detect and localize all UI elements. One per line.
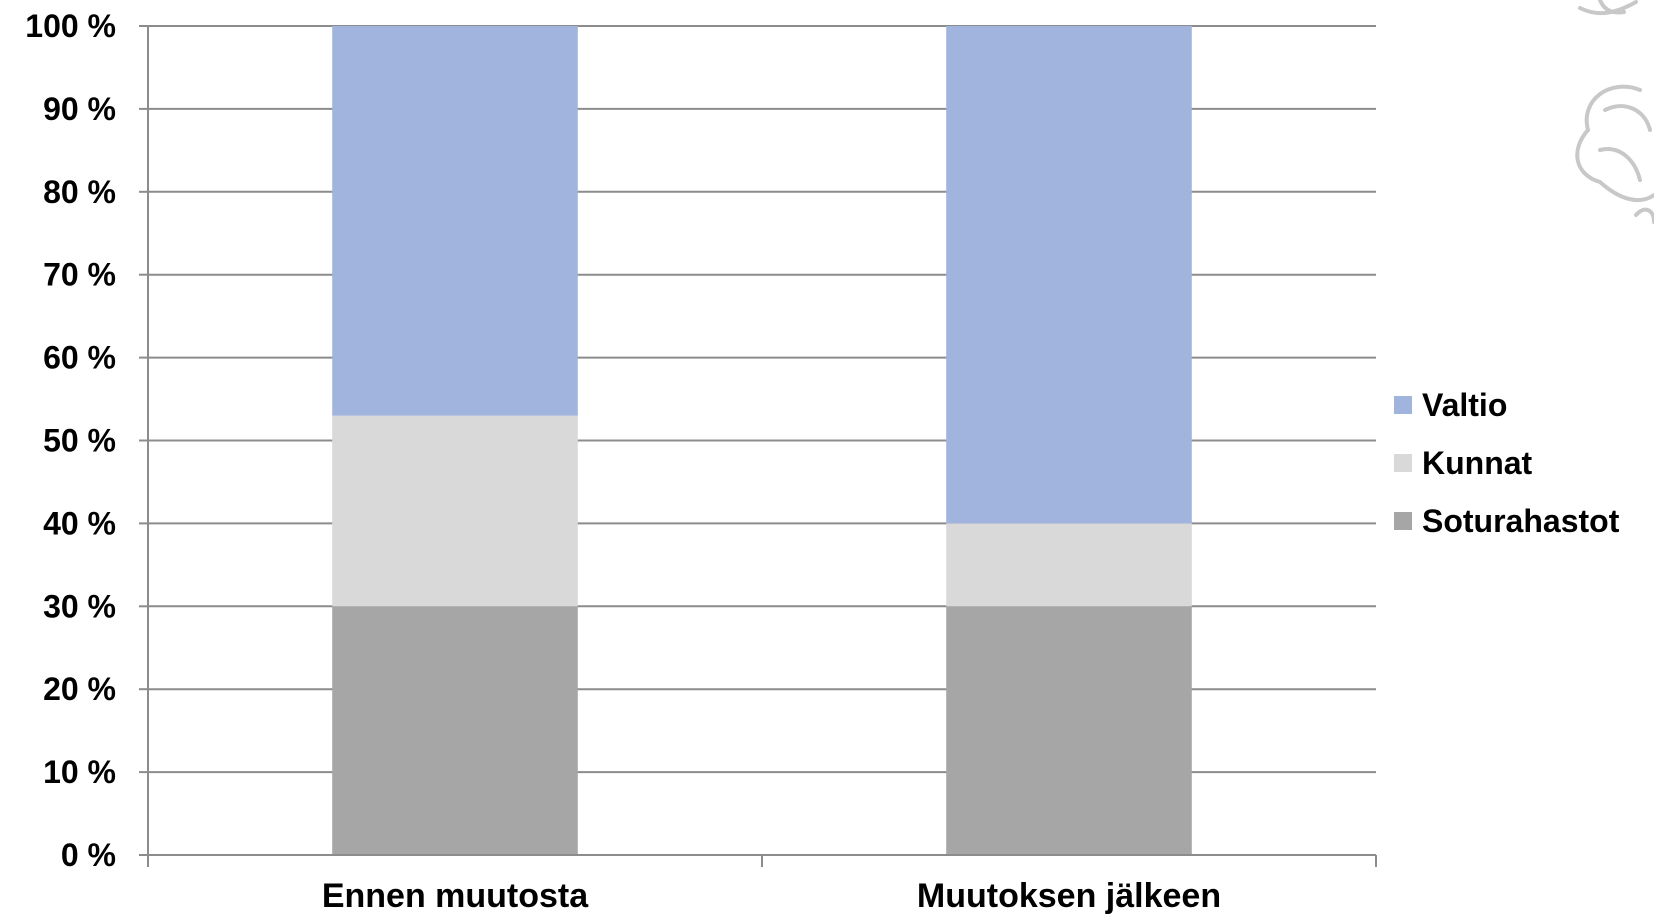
- y-tick-label: 100 %: [25, 8, 116, 44]
- y-tick-labels: 0 % 10 % 20 % 30 % 40 % 50 % 60 % 70 % 80 % 90 % 1…: [25, 8, 116, 873]
- y-tick-label: 60 %: [43, 340, 116, 376]
- legend: Valtio Kunnat Soturahastot: [1394, 387, 1620, 539]
- y-tick-label: 70 %: [43, 257, 116, 293]
- bar-valtio-1: [946, 26, 1192, 524]
- bar-kunnat-1: [946, 523, 1192, 607]
- legend-swatch-kunnat: [1394, 454, 1412, 472]
- bar-kunnat-0: [332, 415, 578, 607]
- x-category-labels: Ennen muutosta Muutoksen jälkeen: [322, 877, 1221, 915]
- x-category-label: Muutoksen jälkeen: [917, 877, 1221, 915]
- legend-label-valtio: Valtio: [1422, 387, 1507, 423]
- lion-emblem-icon: [1575, 0, 1654, 224]
- bars: [332, 26, 1192, 855]
- y-tick-label: 10 %: [43, 754, 116, 790]
- axes: [139, 25, 1377, 867]
- bar-soturahastot-1: [946, 606, 1192, 855]
- bar-soturahastot-0: [332, 606, 578, 855]
- legend-label-kunnat: Kunnat: [1422, 445, 1533, 481]
- bar-valtio-0: [332, 26, 578, 416]
- legend-label-soturahastot: Soturahastot: [1422, 503, 1620, 539]
- x-category-label: Ennen muutosta: [322, 877, 589, 915]
- y-tick-label: 30 %: [43, 588, 116, 624]
- y-tick-label: 0 %: [61, 837, 116, 873]
- y-tick-label: 40 %: [43, 505, 116, 541]
- y-tick-label: 90 %: [43, 91, 116, 127]
- y-tick-label: 20 %: [43, 671, 116, 707]
- legend-swatch-soturahastot: [1394, 512, 1412, 530]
- legend-swatch-valtio: [1394, 396, 1412, 414]
- y-tick-label: 80 %: [43, 174, 116, 210]
- y-tick-label: 50 %: [43, 423, 116, 459]
